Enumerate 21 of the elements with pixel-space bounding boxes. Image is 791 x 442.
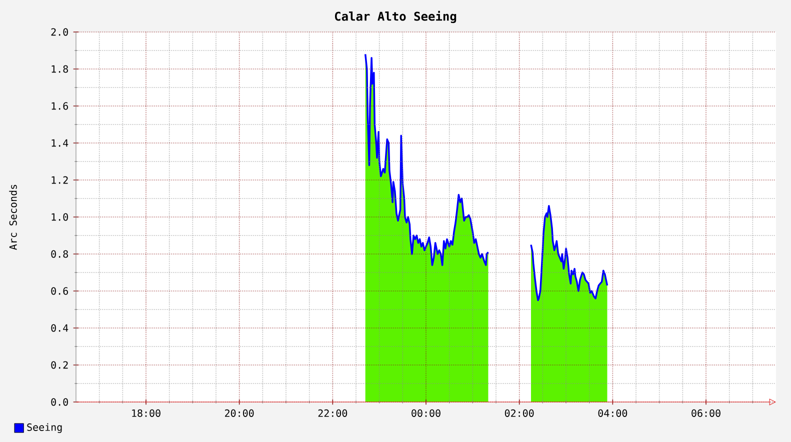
x-tick-label: 20:00 bbox=[225, 409, 254, 417]
y-tick-label: 1.2 bbox=[52, 176, 68, 184]
y-tick-label: 0.6 bbox=[51, 287, 68, 295]
x-tick-label: 00:00 bbox=[412, 409, 440, 417]
legend-label: Seeing bbox=[27, 423, 62, 433]
x-tick-label: 06:00 bbox=[692, 409, 720, 417]
x-tick-label: 04:00 bbox=[598, 409, 628, 417]
y-tick-label: 1.6 bbox=[52, 102, 68, 110]
y-tick-label: 0.2 bbox=[51, 361, 68, 369]
y-tick-label: 0.4 bbox=[51, 324, 68, 332]
chart-title: Calar Alto Seeing bbox=[334, 10, 456, 24]
x-tick-label: 02:00 bbox=[504, 409, 534, 417]
y-axis-title: Arc Seconds bbox=[9, 184, 17, 250]
x-tick-label: 18:00 bbox=[132, 409, 160, 417]
x-tick-label: 22:00 bbox=[318, 409, 348, 417]
y-tick-label: 1.4 bbox=[52, 139, 68, 147]
y-tick-label: 1.0 bbox=[52, 213, 68, 221]
y-tick-label: 0.0 bbox=[51, 398, 68, 406]
y-tick-label: 1.8 bbox=[52, 65, 68, 73]
y-tick-label: 2.0 bbox=[51, 28, 68, 36]
y-tick-label: 0.8 bbox=[51, 250, 68, 258]
